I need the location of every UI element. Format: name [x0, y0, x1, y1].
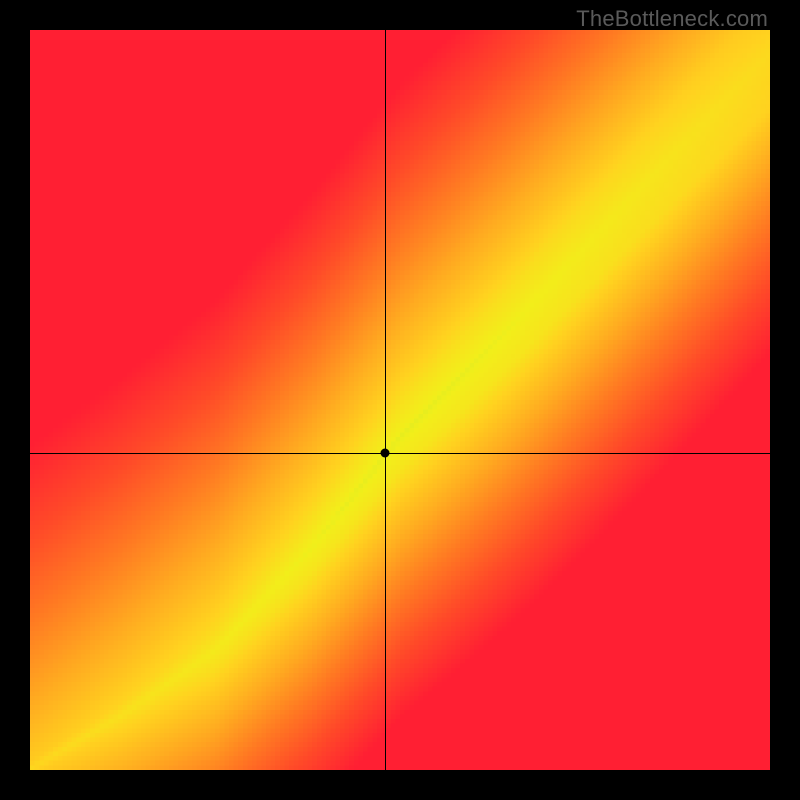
watermark-text: TheBottleneck.com [576, 6, 768, 32]
crosshair-vertical [385, 30, 386, 770]
crosshair-horizontal [30, 453, 770, 454]
plot-area [30, 30, 770, 770]
marker-dot [381, 449, 390, 458]
bottleneck-heatmap [30, 30, 770, 770]
